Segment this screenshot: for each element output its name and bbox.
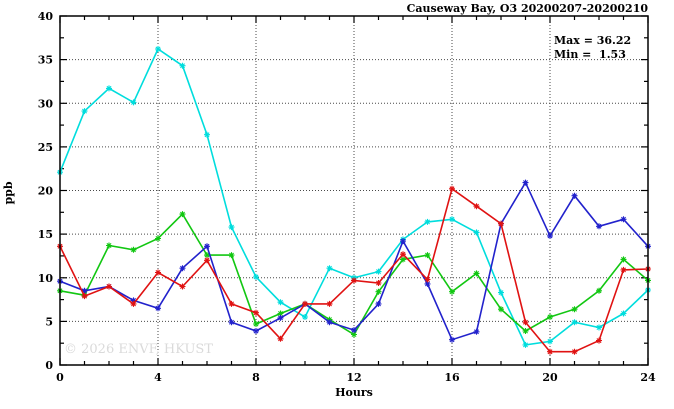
y-tick-label: 10 <box>38 272 54 285</box>
x-tick-label: 24 <box>640 371 656 384</box>
y-tick-label: 35 <box>38 54 53 67</box>
y-tick-label: 15 <box>38 228 53 241</box>
y-tick-label: 30 <box>38 97 54 110</box>
plot-frame <box>59 15 649 366</box>
chart-title: Causeway Bay, O3 20200207-20200210 <box>407 2 649 15</box>
x-tick-label: 0 <box>56 371 64 384</box>
series-markers-blue <box>57 179 651 343</box>
x-tick-label: 16 <box>444 371 460 384</box>
x-tick-label: 8 <box>252 371 260 384</box>
x-tick-label: 12 <box>346 371 361 384</box>
watermark: © 2026 ENVF, HKUST <box>64 342 213 357</box>
x-axis-label: Hours <box>335 386 373 399</box>
x-tick-label: 20 <box>542 371 558 384</box>
max-annotation: Max = 36.22 <box>554 34 631 47</box>
y-tick-label: 0 <box>45 359 53 372</box>
y-tick-label: 20 <box>38 185 54 198</box>
y-tick-label: 40 <box>38 10 54 23</box>
y-tick-label: 25 <box>38 141 53 154</box>
x-tick-label: 4 <box>154 371 162 384</box>
y-tick-label: 5 <box>45 315 53 328</box>
y-axis-label: ppb <box>2 181 15 204</box>
min-annotation: Min = 1.53 <box>554 48 626 61</box>
